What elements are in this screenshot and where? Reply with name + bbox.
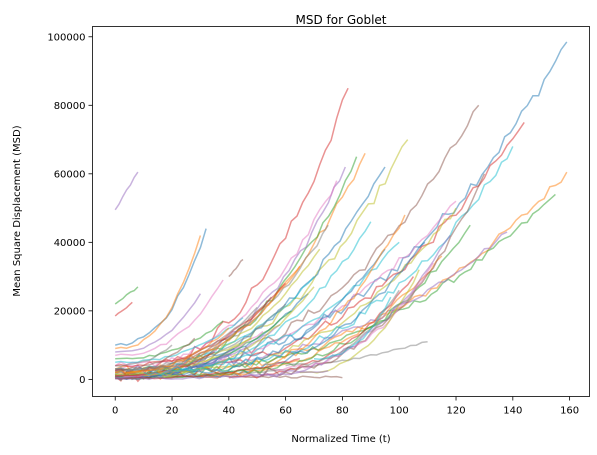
series-line	[313, 296, 392, 360]
x-tick-label: 20	[166, 406, 179, 417]
x-tick-label: 60	[279, 406, 292, 417]
series-line	[114, 171, 139, 211]
series-line	[171, 146, 514, 374]
series-line	[115, 358, 300, 380]
series-line	[200, 255, 443, 377]
series-line	[115, 228, 207, 346]
y-axis-label: Mean Square Displacement (MSD)	[12, 125, 23, 296]
y-axis: 0 20000 40000 60000 80000 100000	[47, 32, 93, 386]
series-line	[271, 262, 434, 371]
series-group	[114, 41, 568, 383]
series-line	[129, 303, 287, 371]
x-tick-label: 140	[503, 406, 522, 417]
chart-title: MSD for Goblet	[295, 13, 386, 27]
x-axis: 0 20 40 60 80 100 120 140 160	[112, 396, 579, 417]
x-tick-label: 100	[390, 406, 409, 417]
series-line	[114, 301, 133, 317]
series-line	[285, 289, 400, 367]
x-tick-label: 0	[112, 406, 118, 417]
series-line	[115, 320, 224, 360]
y-tick-label: 0	[79, 375, 85, 386]
series-line	[114, 286, 139, 305]
y-tick-label: 80000	[54, 101, 86, 112]
plot-frame	[92, 26, 590, 397]
series-line	[114, 265, 301, 374]
series-line	[171, 248, 386, 376]
series-line	[115, 279, 224, 357]
y-tick-label: 100000	[47, 32, 85, 43]
series-line	[115, 337, 196, 371]
x-tick-label: 40	[222, 406, 235, 417]
series-line	[214, 224, 471, 376]
y-tick-label: 40000	[54, 238, 86, 249]
series-line	[228, 258, 244, 278]
x-tick-label: 160	[560, 406, 579, 417]
series-line	[115, 293, 202, 353]
x-tick-label: 80	[336, 406, 349, 417]
series-line	[115, 235, 202, 350]
series-line	[115, 344, 173, 367]
series-line	[143, 221, 372, 376]
y-tick-label: 60000	[54, 169, 86, 180]
series-line	[256, 173, 486, 378]
series-line	[115, 370, 329, 381]
series-line	[115, 327, 230, 374]
x-axis-label: Normalized Time (t)	[291, 434, 390, 445]
x-tick-label: 120	[446, 406, 465, 417]
y-tick-label: 20000	[54, 306, 86, 317]
series-line	[114, 121, 525, 383]
